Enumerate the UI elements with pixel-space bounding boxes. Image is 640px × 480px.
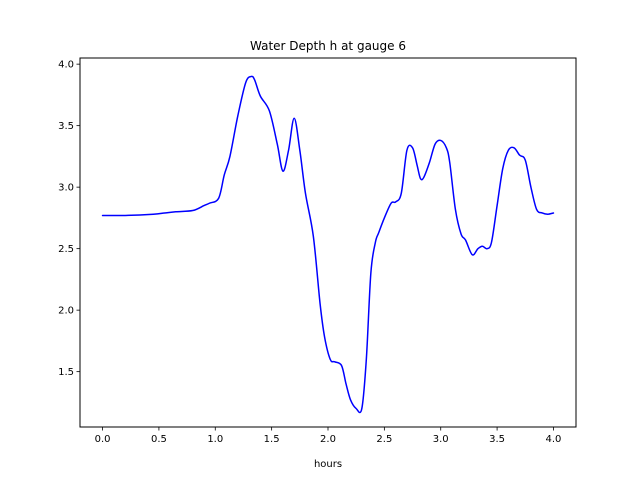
y-tick-label: 4.0: [58, 60, 74, 71]
x-tick-label: 0.5: [151, 434, 167, 445]
x-tick-label: 4.0: [546, 434, 562, 445]
plot-area: [101, 75, 555, 414]
y-tick-label: 2.0: [58, 306, 74, 317]
y-tick-label: 1.5: [58, 367, 74, 378]
x-tick-label: 2.5: [376, 434, 392, 445]
y-tick-label: 2.5: [58, 244, 74, 255]
x-axis-label: hours: [314, 459, 342, 470]
x-tick-label: 3.5: [489, 434, 505, 445]
x-tick-label: 2.0: [320, 434, 336, 445]
x-axis: 0.0 0.5 1.0 1.5 2.0 2.5 3.0 3.5 4.0: [95, 427, 562, 445]
y-tick-label: 3.5: [58, 121, 74, 132]
chart-title: Water Depth h at gauge 6: [250, 39, 406, 53]
series-line-0: [101, 75, 555, 414]
y-tick-label: 3.0: [58, 183, 74, 194]
y-axis: 1.5 2.0 2.5 3.0 3.5 4.0: [58, 60, 80, 378]
x-tick-label: 3.0: [433, 434, 449, 445]
x-tick-label: 1.0: [207, 434, 223, 445]
x-tick-label: 1.5: [264, 434, 280, 445]
x-tick-label: 0.0: [95, 434, 111, 445]
